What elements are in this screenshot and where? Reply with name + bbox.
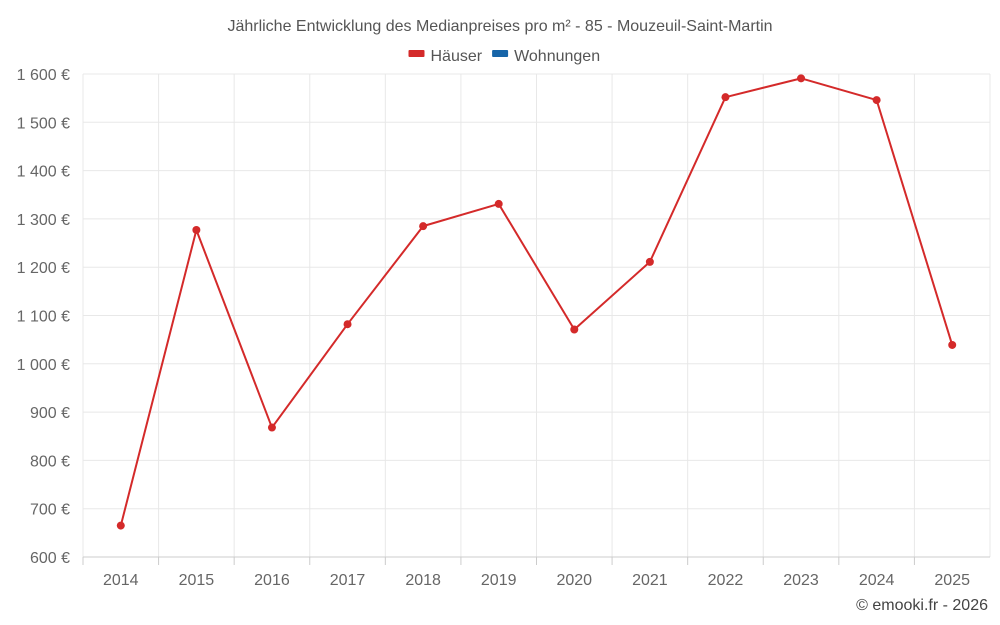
x-tick-label: 2023	[783, 572, 819, 589]
y-tick-label: 900 €	[30, 405, 70, 422]
data-point[interactable]	[948, 340, 957, 349]
grid	[82, 73, 991, 558]
y-tick-label: 600 €	[30, 550, 70, 567]
legend-label: Wohnungen	[514, 48, 600, 65]
y-tick-label: 700 €	[30, 502, 70, 519]
x-tick-label: 2017	[330, 572, 366, 589]
x-tick-label: 2019	[481, 572, 517, 589]
y-axis: 600 € 700 € 800 € 900 € 1 000 € 1 100 € 1 200 …	[17, 67, 70, 567]
data-point[interactable]	[494, 199, 503, 208]
x-axis: 2014 2015 2016 2017 2018 2019 2020 2021 2022 2023…	[82, 556, 990, 589]
legend-swatch	[492, 50, 509, 57]
y-tick-label: 1 300 €	[17, 212, 70, 229]
x-tick-label: 2022	[708, 572, 744, 589]
x-tick-label: 2014	[103, 572, 139, 589]
data-point[interactable]	[116, 521, 125, 530]
data-point[interactable]	[343, 320, 352, 329]
legend-item[interactable]: Wohnungen	[492, 48, 600, 65]
x-tick-label: 2020	[556, 572, 592, 589]
legend-item[interactable]: Häuser	[408, 48, 483, 65]
data-point[interactable]	[192, 226, 201, 235]
x-tick-label: 2016	[254, 572, 290, 589]
legend-swatch	[408, 50, 425, 57]
data-point[interactable]	[570, 325, 579, 334]
data-point[interactable]	[721, 93, 730, 102]
y-tick-label: 1 500 €	[17, 115, 70, 132]
data-point[interactable]	[419, 222, 428, 231]
y-tick-label: 1 600 €	[17, 67, 70, 84]
data-point[interactable]	[645, 257, 654, 266]
chart-title: Jährliche Entwicklung des Medianpreises …	[227, 18, 772, 35]
credit: © emooki.fr - 2026	[856, 597, 988, 614]
y-tick-label: 1 400 €	[17, 164, 70, 181]
data-point[interactable]	[797, 74, 806, 83]
data-point[interactable]	[872, 96, 881, 105]
y-tick-label: 1 200 €	[17, 260, 70, 277]
x-tick-label: 2024	[859, 572, 895, 589]
x-tick-label: 2025	[934, 572, 970, 589]
series-line	[119, 77, 954, 526]
x-tick-label: 2021	[632, 572, 668, 589]
x-tick-label: 2015	[179, 572, 215, 589]
series	[116, 74, 957, 530]
y-tick-label: 1 100 €	[17, 309, 70, 326]
y-tick-label: 1 000 €	[17, 357, 70, 374]
legend: Häuser Wohnungen	[408, 48, 600, 65]
data-point[interactable]	[267, 423, 276, 432]
y-tick-label: 800 €	[30, 453, 70, 470]
legend-label: Häuser	[431, 48, 483, 65]
x-tick-label: 2018	[405, 572, 441, 589]
